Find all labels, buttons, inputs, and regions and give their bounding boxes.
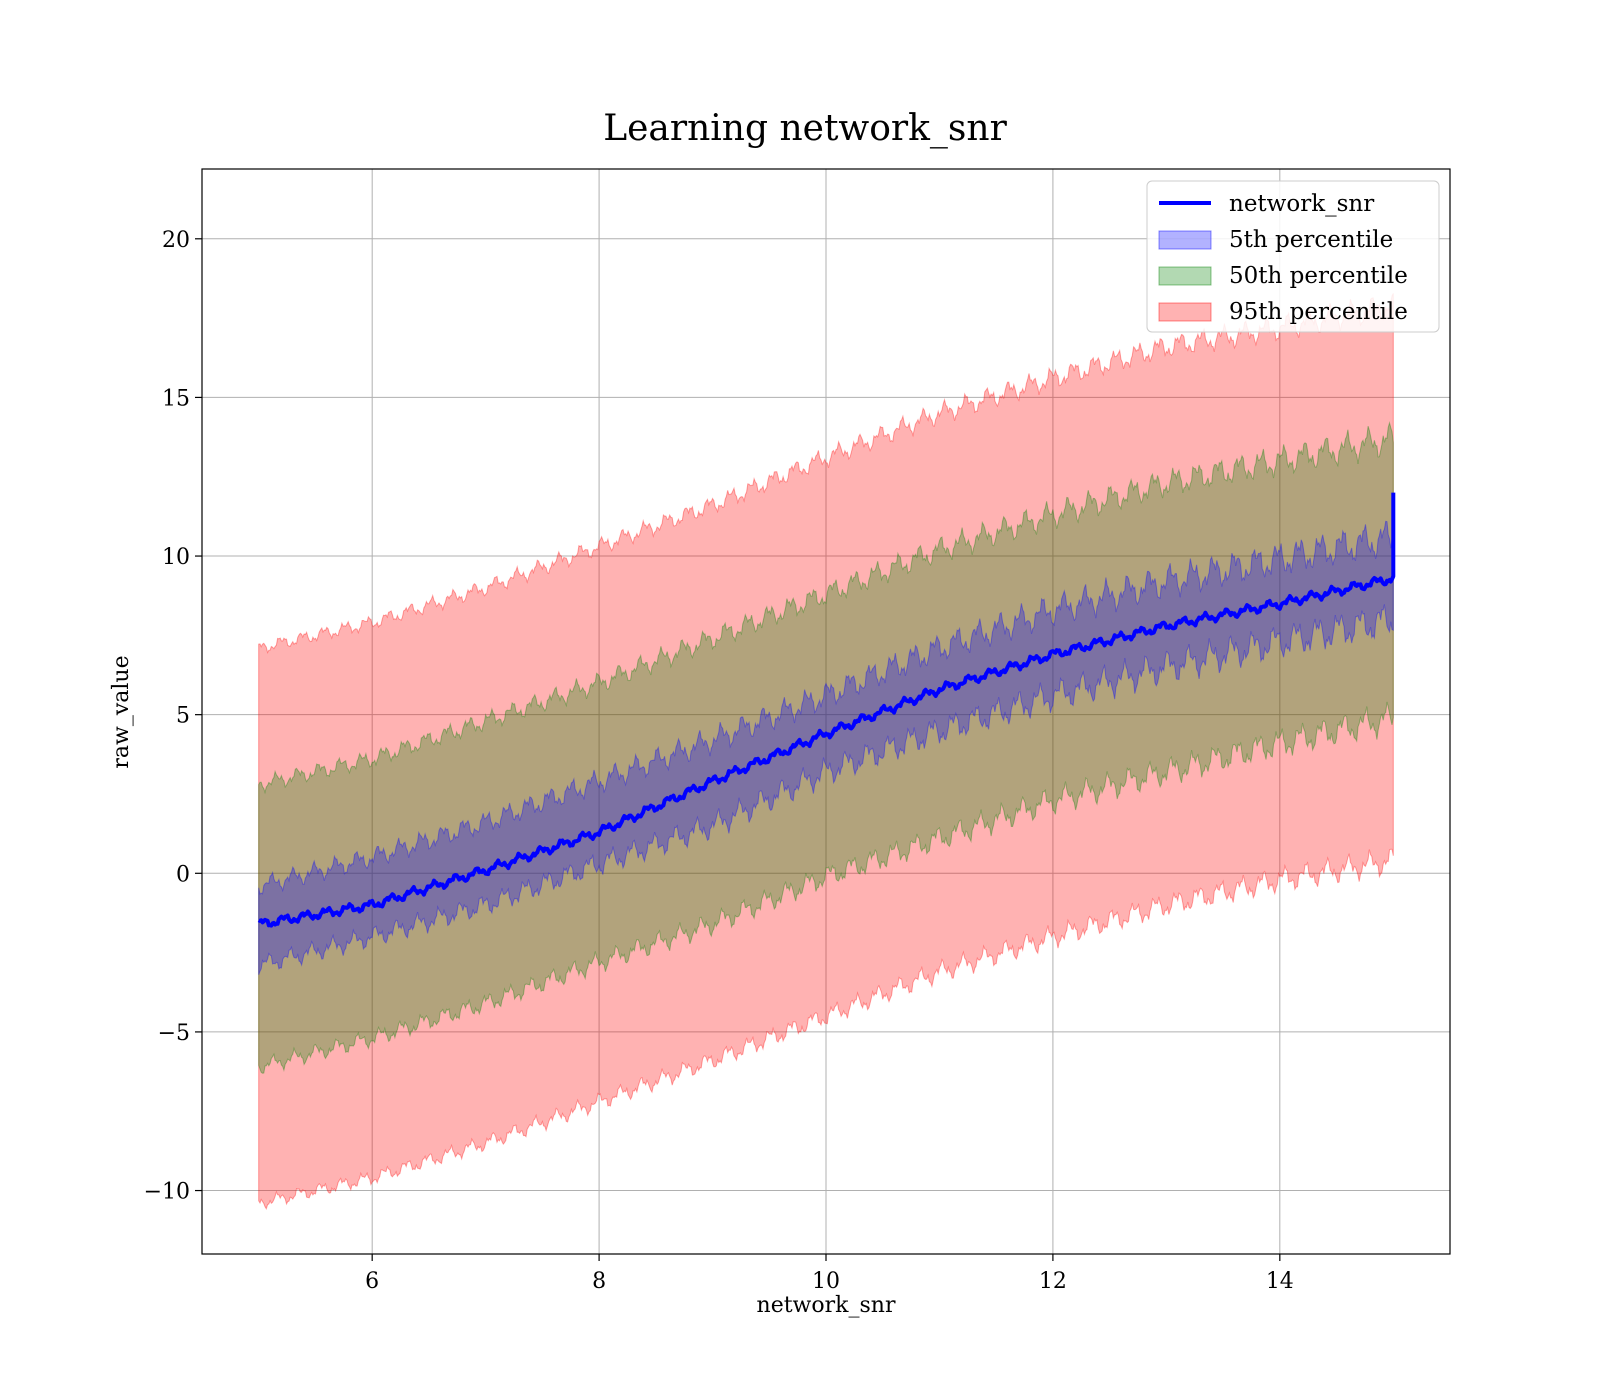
legend-label: network_snr <box>1229 191 1374 217</box>
x-axis-label: network_snr <box>757 1293 896 1318</box>
y-tick-label: −5 <box>158 1021 190 1046</box>
band-5th <box>258 520 1394 975</box>
series-lines <box>257 492 1396 928</box>
series-line-network-snr <box>257 492 1396 928</box>
legend-label: 5th percentile <box>1229 227 1393 253</box>
legend-label: 95th percentile <box>1229 299 1408 325</box>
y-tick-label: 10 <box>162 545 190 570</box>
x-tick-label: 8 <box>592 1269 606 1294</box>
x-tick-label: 14 <box>1266 1269 1294 1294</box>
grid-lines <box>202 169 1450 1254</box>
legend-swatch <box>1158 266 1212 286</box>
y-axis-label: raw_value <box>109 655 134 768</box>
x-tick-label: 6 <box>365 1269 379 1294</box>
legend-label: 50th percentile <box>1229 263 1408 289</box>
y-tick-label: 20 <box>162 228 190 253</box>
x-tick-label: 10 <box>812 1269 840 1294</box>
y-axis: −10 −5 0 5 10 15 20 <box>144 228 202 1205</box>
legend-swatch <box>1158 302 1212 322</box>
legend: network_snr 5th percentile 50th percentile… <box>1146 180 1440 333</box>
y-tick-label: −10 <box>144 1180 190 1205</box>
x-axis: 6 8 10 12 14 <box>365 1254 1294 1294</box>
legend-box <box>1146 180 1440 333</box>
chart-title: Learning network_snr <box>603 108 1007 149</box>
band-50th <box>258 420 1394 1074</box>
y-tick-label: 0 <box>176 862 190 887</box>
band-95th <box>258 293 1394 1210</box>
percentile-bands <box>258 293 1394 1210</box>
x-tick-label: 12 <box>1039 1269 1067 1294</box>
legend-swatch <box>1158 230 1212 250</box>
y-tick-label: 5 <box>176 704 190 729</box>
y-tick-label: 15 <box>162 386 190 411</box>
